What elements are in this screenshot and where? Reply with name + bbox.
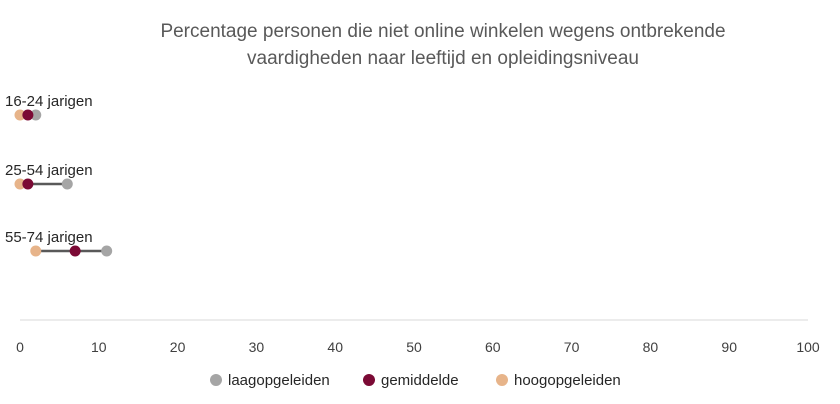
- x-tick-label: 40: [327, 339, 343, 355]
- data-point-laagopgeleiden: [61, 178, 73, 190]
- data-point-gemiddelde: [22, 109, 34, 121]
- category-label: 55-74 jarigen: [5, 229, 93, 246]
- x-tick-label: 100: [796, 339, 820, 355]
- category-row: 25-54 jarigen: [5, 162, 93, 190]
- x-tick-label: 50: [406, 339, 422, 355]
- legend-marker: [363, 374, 375, 386]
- x-tick-label: 80: [643, 339, 659, 355]
- legend-label: hoogopgeleiden: [514, 372, 621, 389]
- data-point-gemiddelde: [22, 178, 34, 190]
- x-axis-ticks: 0 10 20 30 40 50 60 70 80 90 100: [16, 339, 820, 355]
- x-tick-label: 0: [16, 339, 24, 355]
- data-point-laagopgeleiden: [30, 109, 42, 121]
- x-tick-label: 10: [91, 339, 107, 355]
- x-tick-label: 70: [564, 339, 580, 355]
- legend-marker: [210, 374, 222, 386]
- data-point-hoogopgeleiden: [30, 245, 42, 257]
- legend-marker: [496, 374, 508, 386]
- plot-area: 16-24 jarigen 25-54 jarigen 55-74 jarigen: [5, 93, 113, 257]
- chart-title-line-2: vaardigheden naar leeftijd en opleidings…: [247, 48, 639, 69]
- chart-title: Percentage personen die niet online wink…: [160, 21, 725, 69]
- legend-item: hoogopgeleiden: [496, 372, 621, 389]
- chart-title-line-1: Percentage personen die niet online wink…: [160, 21, 725, 42]
- category-row: 16-24 jarigen: [5, 93, 93, 121]
- data-point-hoogopgeleiden: [14, 178, 26, 190]
- data-point-hoogopgeleiden: [14, 109, 26, 121]
- x-tick-label: 20: [170, 339, 186, 355]
- category-label: 25-54 jarigen: [5, 162, 93, 179]
- legend-item: gemiddelde: [363, 372, 459, 389]
- category-row: 55-74 jarigen: [5, 229, 113, 257]
- legend-label: gemiddelde: [381, 372, 459, 389]
- data-point-laagopgeleiden: [101, 245, 113, 257]
- category-label: 16-24 jarigen: [5, 93, 93, 110]
- legend-label: laagopgeleiden: [228, 372, 330, 389]
- legend: laagopgeleiden gemiddelde hoogopgeleiden: [210, 372, 621, 389]
- x-tick-label: 90: [721, 339, 737, 355]
- x-tick-label: 30: [249, 339, 265, 355]
- x-tick-label: 60: [485, 339, 501, 355]
- legend-item: laagopgeleiden: [210, 372, 330, 389]
- data-point-gemiddelde: [69, 245, 81, 257]
